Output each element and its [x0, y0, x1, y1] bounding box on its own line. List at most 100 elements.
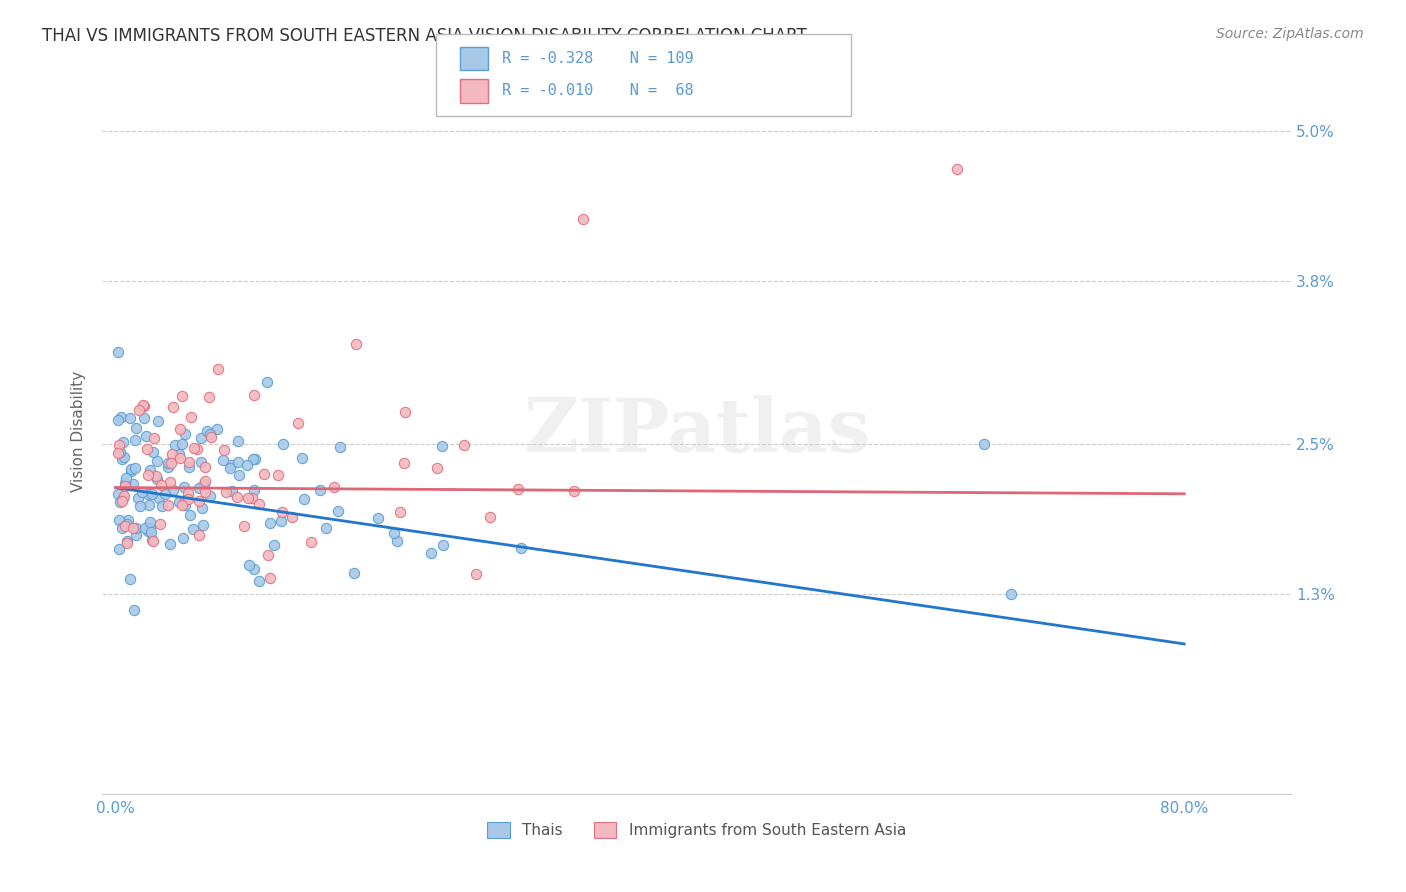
Point — [110, 409, 132, 424]
Point — [148, 491, 170, 505]
Point — [107, 437, 129, 451]
Point — [108, 495, 131, 509]
Point — [142, 534, 165, 549]
Point — [315, 521, 337, 535]
Point — [128, 500, 150, 514]
Point — [124, 603, 146, 617]
Text: ZIPatlas: ZIPatlas — [523, 395, 870, 467]
Point — [382, 525, 405, 540]
Point — [219, 461, 242, 475]
Point — [114, 519, 136, 533]
Point — [188, 494, 211, 508]
Point — [107, 446, 129, 460]
Point — [114, 475, 136, 490]
Point — [453, 438, 475, 452]
Point — [136, 524, 159, 538]
Point — [107, 344, 129, 359]
Point — [221, 483, 243, 498]
Point — [114, 479, 136, 493]
Point — [233, 518, 256, 533]
Point — [108, 513, 131, 527]
Point — [149, 477, 172, 491]
Point — [267, 467, 290, 482]
Point — [253, 467, 276, 481]
Point — [212, 443, 235, 458]
Point — [287, 417, 309, 431]
Point — [257, 548, 280, 562]
Point — [124, 433, 146, 447]
Point — [173, 480, 195, 494]
Point — [170, 437, 193, 451]
Point — [156, 499, 179, 513]
Point — [134, 400, 156, 414]
Point — [111, 491, 134, 505]
Point — [392, 456, 415, 470]
Point — [228, 467, 250, 482]
Point — [156, 456, 179, 470]
Point — [191, 517, 214, 532]
Point — [177, 459, 200, 474]
Point — [259, 516, 281, 530]
Point — [292, 492, 315, 507]
Point — [193, 460, 215, 475]
Point — [432, 538, 454, 552]
Point — [323, 480, 346, 494]
Point — [187, 527, 209, 541]
Point — [243, 452, 266, 467]
Point — [177, 492, 200, 507]
Point — [118, 573, 141, 587]
Point — [174, 493, 197, 508]
Point — [238, 491, 260, 505]
Point — [107, 487, 129, 501]
Point — [115, 471, 138, 485]
Point — [118, 411, 141, 425]
Point — [247, 497, 270, 511]
Point — [146, 472, 169, 486]
Point — [132, 398, 155, 412]
Point — [572, 211, 595, 226]
Point — [121, 521, 143, 535]
Point — [242, 483, 264, 497]
Point — [328, 503, 350, 517]
Point — [107, 541, 129, 556]
Point — [225, 490, 247, 504]
Point — [240, 491, 263, 505]
Point — [215, 485, 238, 500]
Point — [271, 505, 294, 519]
Point — [226, 434, 249, 448]
Point — [329, 440, 352, 454]
Point — [181, 522, 204, 536]
Point — [226, 455, 249, 469]
Point — [200, 427, 222, 442]
Y-axis label: Vision Disability: Vision Disability — [72, 371, 86, 491]
Point — [394, 405, 416, 419]
Point — [162, 483, 184, 498]
Point — [389, 506, 412, 520]
Point — [160, 447, 183, 461]
Point — [193, 476, 215, 491]
Point — [111, 494, 134, 508]
Point — [139, 515, 162, 529]
Point — [179, 455, 201, 469]
Point — [509, 541, 531, 555]
Point — [157, 460, 180, 475]
Point — [194, 485, 217, 500]
Point — [343, 566, 366, 580]
Point — [124, 460, 146, 475]
Point — [465, 566, 488, 581]
Point — [160, 456, 183, 470]
Point — [242, 451, 264, 466]
Point — [174, 498, 197, 512]
Point — [243, 562, 266, 576]
Point — [308, 483, 330, 497]
Point — [136, 468, 159, 483]
Point — [139, 524, 162, 539]
Point — [169, 422, 191, 436]
Legend: Thais, Immigrants from South Eastern Asia: Thais, Immigrants from South Eastern Asi… — [481, 816, 912, 845]
Point — [167, 494, 190, 508]
Point — [138, 498, 160, 512]
Point — [190, 455, 212, 469]
Point — [247, 574, 270, 588]
Point — [197, 390, 219, 404]
Text: R = -0.328    N = 109: R = -0.328 N = 109 — [502, 52, 693, 66]
